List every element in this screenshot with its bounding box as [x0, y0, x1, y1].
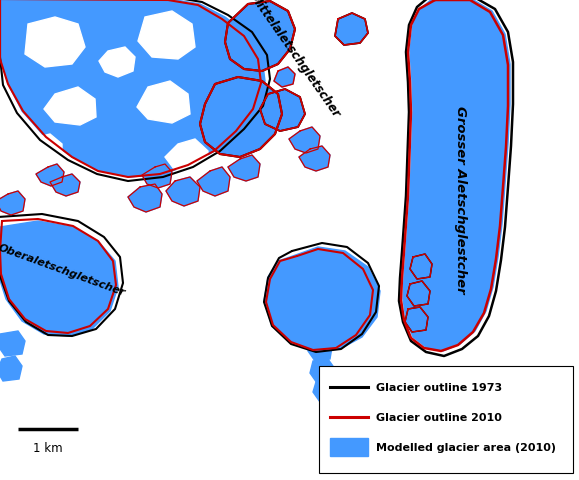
Polygon shape: [165, 140, 208, 175]
Polygon shape: [228, 156, 260, 181]
Polygon shape: [197, 168, 230, 197]
Polygon shape: [200, 78, 282, 157]
Polygon shape: [25, 18, 85, 68]
Polygon shape: [0, 331, 25, 356]
Text: Oberaletschgletscher: Oberaletschgletscher: [0, 242, 127, 297]
Polygon shape: [289, 128, 320, 154]
Text: Glacier outline 1973: Glacier outline 1973: [376, 382, 502, 392]
Polygon shape: [20, 135, 62, 167]
Polygon shape: [335, 14, 368, 46]
Polygon shape: [138, 12, 195, 60]
Polygon shape: [264, 248, 380, 351]
Polygon shape: [44, 88, 96, 126]
Polygon shape: [0, 192, 25, 216]
Polygon shape: [299, 147, 330, 172]
Text: Modelled glacier area (2010): Modelled glacier area (2010): [376, 442, 556, 452]
Polygon shape: [142, 165, 172, 189]
Polygon shape: [410, 254, 432, 279]
Polygon shape: [403, 0, 510, 351]
Polygon shape: [405, 307, 428, 332]
Text: Grosser Aletschglestcher: Grosser Aletschglestcher: [453, 106, 467, 293]
Polygon shape: [0, 356, 22, 381]
Text: Glacier outline 2010: Glacier outline 2010: [376, 412, 502, 422]
Polygon shape: [225, 2, 295, 72]
Polygon shape: [128, 185, 162, 213]
Polygon shape: [313, 380, 337, 402]
Polygon shape: [166, 178, 200, 206]
Text: Mittelaletschgletscher: Mittelaletschgletscher: [247, 0, 343, 120]
FancyBboxPatch shape: [319, 366, 573, 473]
Polygon shape: [260, 90, 305, 132]
Polygon shape: [36, 165, 64, 187]
Polygon shape: [274, 68, 295, 88]
Polygon shape: [310, 359, 335, 383]
Polygon shape: [308, 337, 332, 361]
Polygon shape: [407, 281, 430, 306]
Polygon shape: [330, 438, 368, 456]
Polygon shape: [0, 0, 265, 178]
Polygon shape: [50, 175, 80, 197]
Polygon shape: [137, 82, 190, 124]
Text: 1 km: 1 km: [33, 441, 63, 454]
Polygon shape: [99, 48, 135, 78]
Polygon shape: [0, 222, 118, 336]
